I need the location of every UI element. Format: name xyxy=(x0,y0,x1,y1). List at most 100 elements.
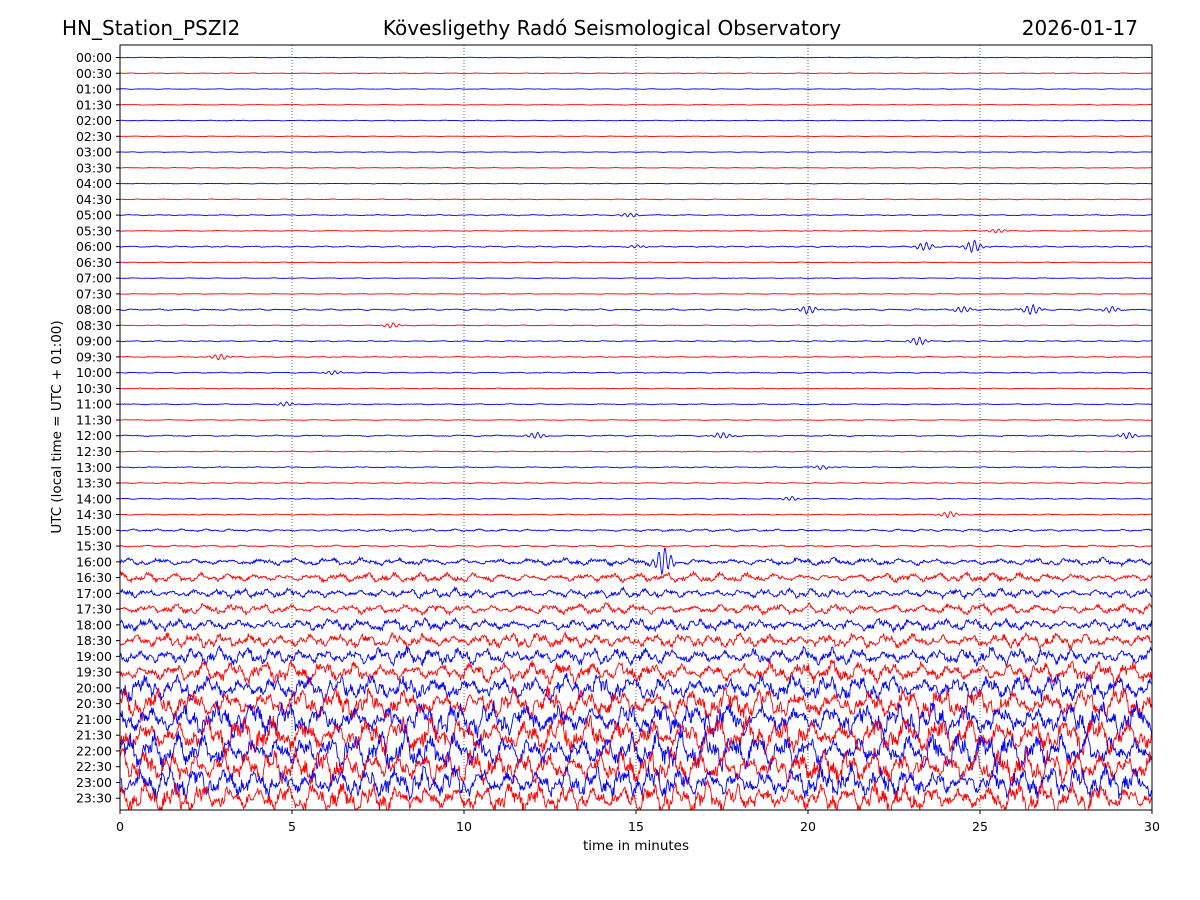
x-axis-label: time in minutes xyxy=(583,838,689,854)
trace-2030 xyxy=(120,685,1152,722)
y-tick-label: 17:00 xyxy=(76,586,112,601)
trace-2300 xyxy=(120,763,1152,801)
y-tick-label: 09:30 xyxy=(76,349,112,364)
trace-1830 xyxy=(120,631,1152,650)
y-tick-label: 10:30 xyxy=(76,381,112,396)
y-tick-label: 00:00 xyxy=(76,50,112,65)
y-tick-label: 03:00 xyxy=(76,145,112,160)
trace-0000 xyxy=(120,56,1152,59)
trace-1730 xyxy=(120,602,1152,617)
y-tick-label: 17:30 xyxy=(76,602,112,617)
trace-0330 xyxy=(120,166,1152,169)
x-tick-label: 15 xyxy=(628,819,644,834)
trace-0830 xyxy=(120,322,1152,329)
trace-2230 xyxy=(120,746,1152,787)
trace-0900 xyxy=(120,336,1152,346)
y-tick-label: 12:00 xyxy=(76,428,112,443)
trace-0800 xyxy=(120,303,1152,315)
trace-1430 xyxy=(120,511,1152,519)
y-tick-label: 14:30 xyxy=(76,507,112,522)
trace-1530 xyxy=(120,544,1152,548)
y-tick-label: 07:00 xyxy=(76,271,112,286)
trace-1400 xyxy=(120,495,1152,501)
y-tick-label: 09:00 xyxy=(76,334,112,349)
trace-1130 xyxy=(120,419,1152,421)
y-tick-label: 13:00 xyxy=(76,460,112,475)
y-tick-label: 08:00 xyxy=(76,302,112,317)
y-tick-label: 06:30 xyxy=(76,255,112,270)
y-tick-label: 15:30 xyxy=(76,539,112,554)
trace-0030 xyxy=(120,72,1152,75)
y-tick-label: 02:30 xyxy=(76,129,112,144)
trace-0930 xyxy=(120,353,1152,361)
trace-0730 xyxy=(120,293,1152,295)
trace-0600 xyxy=(120,239,1152,254)
date-title: 2026-01-17 xyxy=(1022,16,1138,40)
y-tick-label: 21:00 xyxy=(76,712,112,727)
y-tick-label: 11:30 xyxy=(76,412,112,427)
x-tick-label: 5 xyxy=(288,819,296,834)
y-tick-label: 01:00 xyxy=(76,82,112,97)
observatory-title: Kövesligethy Radó Seismological Observat… xyxy=(383,16,841,40)
trace-2200 xyxy=(120,728,1152,776)
y-tick-label: 22:30 xyxy=(76,759,112,774)
x-tick-label: 0 xyxy=(116,819,124,834)
trace-2330 xyxy=(120,779,1152,810)
y-tick-label: 03:30 xyxy=(76,160,112,175)
y-axis-ticks: 00:0000:3001:0001:3002:0002:3003:0003:30… xyxy=(76,50,120,806)
x-axis-ticks: 0 5 10 15 20 25 30 xyxy=(116,810,1160,834)
trace-0100 xyxy=(120,88,1152,90)
y-tick-label: 06:00 xyxy=(76,239,112,254)
trace-1900 xyxy=(120,644,1152,668)
y-tick-label: 21:30 xyxy=(76,728,112,743)
trace-0430 xyxy=(120,198,1152,201)
y-tick-label: 00:30 xyxy=(76,66,112,81)
trace-1230 xyxy=(120,450,1152,453)
x-tick-label: 20 xyxy=(800,819,816,834)
station-title: HN_Station_PSZI2 xyxy=(62,16,240,40)
y-tick-label: 05:30 xyxy=(76,223,112,238)
trace-1600 xyxy=(120,547,1152,576)
trace-2100 xyxy=(120,700,1152,740)
trace-1700 xyxy=(120,586,1152,601)
y-tick-label: 18:00 xyxy=(76,617,112,632)
y-tick-label: 18:30 xyxy=(76,633,112,648)
y-tick-label: 14:00 xyxy=(76,491,112,506)
trace-0300 xyxy=(120,151,1152,153)
y-tick-label: 13:30 xyxy=(76,476,112,491)
x-tick-label: 30 xyxy=(1144,819,1160,834)
trace-0230 xyxy=(120,135,1152,138)
y-tick-label: 22:00 xyxy=(76,743,112,758)
y-tick-label: 10:00 xyxy=(76,365,112,380)
y-tick-label: 11:00 xyxy=(76,397,112,412)
y-tick-label: 23:00 xyxy=(76,775,112,790)
y-tick-label: 12:30 xyxy=(76,444,112,459)
seismic-traces xyxy=(120,56,1152,810)
y-tick-label: 07:30 xyxy=(76,286,112,301)
y-tick-label: 19:30 xyxy=(76,665,112,680)
y-tick-label: 04:00 xyxy=(76,176,112,191)
y-tick-label: 20:30 xyxy=(76,696,112,711)
trace-1630 xyxy=(120,570,1152,584)
trace-0530 xyxy=(120,228,1152,234)
x-tick-label: 10 xyxy=(456,819,472,834)
y-tick-label: 16:00 xyxy=(76,554,112,569)
trace-1500 xyxy=(120,528,1152,533)
trace-1000 xyxy=(120,370,1152,376)
trace-1200 xyxy=(120,431,1152,440)
trace-1800 xyxy=(120,616,1152,634)
y-tick-label: 04:30 xyxy=(76,192,112,207)
y-tick-label: 23:30 xyxy=(76,791,112,806)
trace-0500 xyxy=(120,212,1152,218)
trace-1100 xyxy=(120,401,1152,407)
y-tick-label: 01:30 xyxy=(76,97,112,112)
trace-0400 xyxy=(120,182,1152,185)
trace-1300 xyxy=(120,465,1152,471)
trace-0630 xyxy=(120,261,1152,264)
trace-1930 xyxy=(120,659,1152,687)
trace-0130 xyxy=(120,103,1152,106)
trace-0700 xyxy=(120,277,1152,280)
y-tick-label: 19:00 xyxy=(76,649,112,664)
